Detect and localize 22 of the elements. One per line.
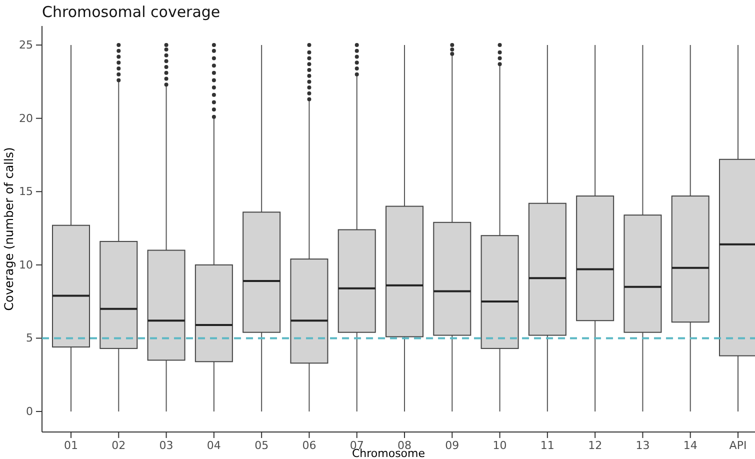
x-tick-label: 12	[588, 438, 602, 452]
y-tick-label: 10	[19, 258, 33, 272]
y-tick-label: 0	[26, 405, 33, 418]
chart-title: Chromosomal coverage	[42, 3, 220, 21]
x-tick-label: 14	[683, 438, 698, 452]
x-tick-label: 11	[540, 438, 554, 452]
y-axis-title: Coverage (number of calls)	[2, 147, 16, 311]
x-tick-label: 03	[159, 438, 174, 452]
x-tick-label: API	[729, 438, 747, 452]
x-tick-label: 10	[492, 438, 507, 452]
x-tick-label: 08	[398, 438, 412, 452]
y-tick-label: 5	[26, 332, 33, 345]
x-tick-label: 05	[254, 438, 269, 452]
y-tick-label: 15	[19, 185, 33, 198]
y-tick-label: 20	[19, 112, 33, 125]
x-tick-label: 06	[302, 438, 316, 452]
y-tick-label: 25	[19, 38, 33, 52]
x-tick-label: 04	[206, 438, 221, 452]
x-tick-label: 01	[64, 438, 78, 452]
x-tick-label: 09	[445, 438, 460, 452]
x-tick-label: 02	[112, 438, 126, 452]
x-tick-label: 13	[636, 438, 650, 452]
